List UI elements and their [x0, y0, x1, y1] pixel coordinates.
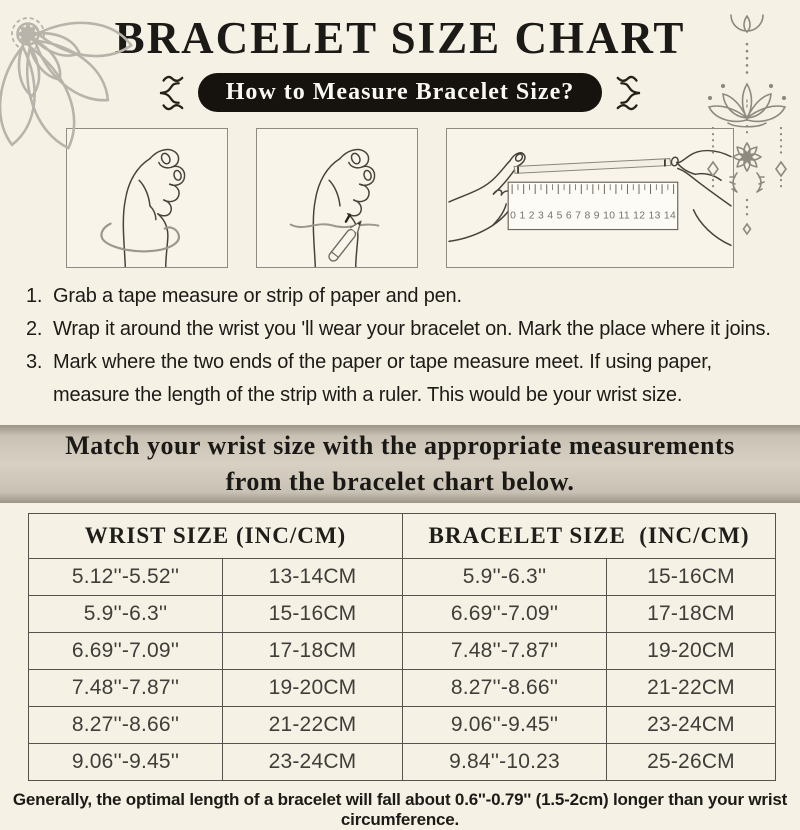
ruler-measure-illustration-icon: 0 1 2 3 4 5 6 7 8 9 10 11 12 13 14	[448, 149, 732, 246]
table-row: 9.06''-9.45'' 23-24CM 9.84''-10.23 25-26…	[28, 742, 776, 781]
table-row: 5.12''-5.52'' 13-14CM 5.9''-6.3'' 15-16C…	[28, 557, 776, 596]
how-to-measure-badge: How to Measure Bracelet Size?	[197, 73, 603, 112]
table-row: 7.48''-7.87'' 19-20CM 8.27''-8.66'' 21-2…	[28, 668, 776, 707]
wrist-cm-cell: 13-14CM	[222, 557, 403, 596]
wrist-inch-cell: 8.27''-8.66''	[28, 705, 223, 744]
instruction-step-3: 3. Mark where the two ends of the paper …	[26, 346, 782, 412]
wrist-mark-pen-illustration-icon	[289, 148, 380, 267]
ruler-numbers: 0 1 2 3 4 5 6 7 8 9 10 11 12 13 14	[510, 210, 676, 221]
bracelet-inch-cell: 7.48''-7.87''	[402, 631, 607, 670]
bracelet-cm-cell: 23-24CM	[606, 705, 776, 744]
wrist-cm-cell: 19-20CM	[222, 668, 403, 707]
bracelet-inch-cell: 6.69''-7.09''	[402, 594, 607, 633]
table-row: 8.27''-8.66'' 21-22CM 9.06''-9.45'' 23-2…	[28, 705, 776, 744]
step-number: 2.	[26, 317, 43, 340]
banner-line-2: from the bracelet chart below.	[225, 466, 575, 496]
wrist-inch-cell: 7.48''-7.87''	[28, 668, 223, 707]
wrist-cm-cell: 15-16CM	[222, 594, 403, 633]
wrist-size-header: WRIST SIZE (INC/CM)	[28, 512, 403, 559]
step-text: Wrap it around the wrist you 'll wear yo…	[53, 317, 771, 340]
bracelet-inch-cell: 9.06''-9.45''	[402, 705, 607, 744]
curly-bracket-flourish-right-icon	[616, 75, 641, 110]
wrist-cm-cell: 21-22CM	[222, 705, 403, 744]
banner-line-1: Match your wrist size with the appropria…	[65, 430, 735, 460]
bracelet-inch-cell: 5.9''-6.3''	[402, 557, 607, 596]
measure-illustrations: 0 1 2 3 4 5 6 7 8 9 10 11 12 13 14	[0, 127, 800, 268]
table-row: 5.9''-6.3'' 15-16CM 6.69''-7.09'' 17-18C…	[28, 594, 776, 633]
curly-bracket-flourish-left-icon	[159, 75, 184, 110]
bracelet-size-table: WRIST SIZE (INC/CM) BRACELET SIZE (INC/C…	[28, 512, 776, 781]
bracelet-cm-cell: 15-16CM	[606, 557, 776, 596]
wrist-cm-cell: 23-24CM	[222, 742, 403, 781]
instruction-step-1: 1. Grab a tape measure or strip of paper…	[26, 280, 782, 313]
step-number: 1.	[26, 284, 43, 307]
step-number: 3.	[26, 350, 43, 373]
wrist-inch-cell: 9.06''-9.45''	[28, 742, 223, 781]
how-to-measure-badge-row: How to Measure Bracelet Size?	[0, 72, 800, 114]
instruction-steps: 1. Grab a tape measure or strip of paper…	[26, 280, 782, 412]
wrist-cm-cell: 17-18CM	[222, 631, 403, 670]
wrist-inch-cell: 5.9''-6.3''	[28, 594, 223, 633]
bracelet-cm-cell: 17-18CM	[606, 594, 776, 633]
match-size-banner: Match your wrist size with the appropria…	[0, 424, 800, 503]
bracelet-inch-cell: 8.27''-8.66''	[402, 668, 607, 707]
table-header-row: WRIST SIZE (INC/CM) BRACELET SIZE (INC/C…	[28, 512, 776, 559]
bracelet-inch-cell: 9.84''-10.23	[402, 742, 607, 781]
step-text: Grab a tape measure or strip of paper an…	[53, 284, 462, 307]
page-title: BRACELET SIZE CHART	[114, 13, 686, 63]
wrist-inch-cell: 5.12''-5.52''	[28, 557, 223, 596]
bracelet-size-header: BRACELET SIZE (INC/CM)	[402, 512, 776, 559]
illustration-mark-wrist-with-pen	[256, 127, 418, 268]
bracelet-cm-cell: 21-22CM	[606, 668, 776, 707]
illustration-wrap-tape-around-wrist	[66, 127, 228, 268]
wrist-inch-cell: 6.69''-7.09''	[28, 631, 223, 670]
bracelet-cm-cell: 19-20CM	[606, 631, 776, 670]
step-text: Mark where the two ends of the paper or …	[53, 350, 712, 406]
instruction-step-2: 2. Wrap it around the wrist you 'll wear…	[26, 313, 782, 346]
footer-note: Generally, the optimal length of a brace…	[12, 789, 788, 829]
bracelet-cm-cell: 25-26CM	[606, 742, 776, 781]
wrist-wrap-illustration-icon	[100, 148, 186, 267]
table-row: 6.69''-7.09'' 17-18CM 7.48''-7.87'' 19-2…	[28, 631, 776, 670]
illustration-measure-strip-with-ruler: 0 1 2 3 4 5 6 7 8 9 10 11 12 13 14	[446, 127, 734, 268]
